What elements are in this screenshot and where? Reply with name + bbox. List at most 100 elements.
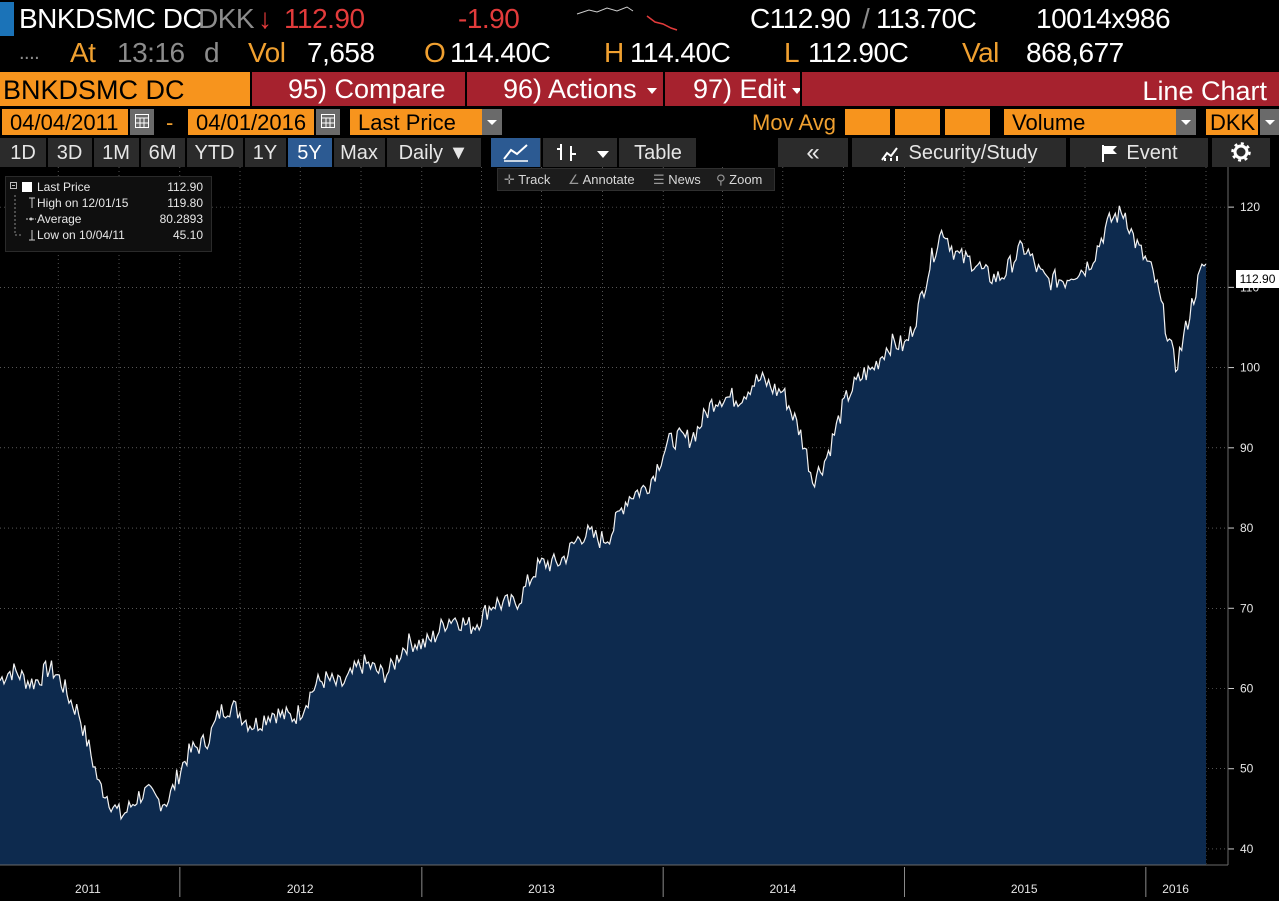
legend-label: Last Price [37,180,91,194]
range-1d-button[interactable]: 1D [10,142,36,164]
range-1m-button[interactable]: 1M [102,142,130,164]
period-select[interactable]: Daily ▼ [398,142,469,164]
mov-avg-period-1[interactable] [845,109,890,135]
toolbar-divider [1208,138,1212,167]
mov-avg-period-2[interactable] [895,109,940,135]
legend-value: 80.2893 [159,212,203,226]
toolbar-divider [617,138,619,167]
vol-label: Vol [248,37,286,68]
menu-divider [663,72,665,106]
calendar-icon[interactable] [316,109,340,135]
legend-label: Average [37,212,82,226]
toolbar-divider [1066,138,1070,167]
collapse-button[interactable]: « [806,139,820,166]
net-change: -1.90 [458,3,520,34]
val-label: Val [962,37,999,68]
zoom-tool[interactable]: ⚲ Zoom [716,169,762,190]
toolbar-divider [185,138,187,167]
legend-value: 112.90 [167,180,203,194]
flag-icon [1102,145,1118,162]
news-icon: ☰ [653,172,665,187]
range-max-button[interactable]: Max [340,142,378,164]
x-tick-label: 2011 [75,882,101,896]
range-3d-button[interactable]: 3D [56,142,83,164]
compare-menu[interactable]: 95) Compare [288,74,446,104]
chevron-down-icon[interactable] [1260,109,1279,135]
study-chart-icon [880,147,898,161]
event-button[interactable]: Event [1070,138,1208,167]
bar-chart-icon[interactable] [544,138,588,167]
price-field-select[interactable]: Last Price [350,109,482,135]
legend-label: High on 12/01/15 [37,196,129,210]
y-tick-label: 40 [1240,842,1254,856]
toolbar-divider [848,138,852,167]
line-chart-icon[interactable] [491,138,540,167]
high-value: 114.40C [630,37,731,68]
bid-ask-size: 10014x986 [1036,3,1171,34]
price-chart-svg[interactable]: 2011 2012 2013 2014 2015 2016 40 50 60 70 80 90 100… [0,167,1279,901]
y-tick-label: 100 [1240,361,1260,375]
sparkline-icon [576,6,678,31]
date-range-dash: - [166,110,174,135]
zoom-icon: ⚲ [716,172,726,187]
security-study-label: Security/Study [908,142,1038,164]
down-arrow-icon: ↓ [258,3,272,34]
edit-menu[interactable]: 97) Edit [693,72,803,106]
range-1y-button[interactable]: 1Y [252,142,278,164]
ticker-marker [0,2,14,36]
actions-menu[interactable]: 96) Actions [503,72,657,106]
end-date-field[interactable]: 04/01/2016 [188,109,314,135]
high-label: H [604,37,624,68]
currency-select[interactable]: DKK [1206,109,1258,135]
ask-price: 113.70C [876,3,977,34]
security-study-button[interactable]: Security/Study [852,138,1066,167]
price-chart[interactable]: 2011 2012 2013 2014 2015 2016 40 50 60 70 80 90 100… [0,167,1279,901]
legend-row-last-price: Last Price 112.90 [6,179,211,195]
chart-legend[interactable]: Last Price 112.90 High on 12/01/15 119.8… [5,176,212,252]
low-label: L [784,37,800,68]
x-tick-label: 2014 [769,882,796,896]
table-button[interactable]: Table [634,142,682,164]
y-tick-label: 60 [1240,681,1254,695]
x-tick-label: 2012 [287,882,314,896]
menu-divider [465,72,467,106]
toolbar-divider [541,138,543,167]
low-marker-icon [14,227,35,241]
legend-row-average: Average 80.2893 [6,211,211,227]
legend-row-low: Low on 10/04/11 45.10 [6,227,211,243]
annotate-label: Annotate [582,172,635,187]
pencil-icon: ∠ [568,172,580,187]
at-label: At [70,37,96,68]
time-suffix: d [204,37,220,68]
calendar-icon[interactable] [130,109,154,135]
gear-icon[interactable] [1212,138,1270,167]
chevron-down-icon[interactable] [590,138,616,167]
chevron-down-icon[interactable] [1176,109,1196,135]
low-value: 112.90C [808,37,909,68]
ticker-symbol[interactable]: BNKDSMC DC [19,3,203,34]
legend-row-high: High on 12/01/15 119.80 [6,195,211,211]
start-date-field[interactable]: 04/04/2011 [2,109,128,135]
y-tick-label: 80 [1240,521,1254,535]
x-axis-band [0,865,1279,901]
track-tool[interactable]: ✛ Track [504,169,550,190]
ticker-currency: DKK [198,3,255,34]
mov-avg-period-3[interactable] [945,109,990,135]
mov-avg-label: Mov Avg [752,110,836,135]
chevron-down-icon[interactable] [482,109,502,135]
legend-value: 119.80 [167,196,203,210]
lower-study-select[interactable]: Volume [1004,109,1176,135]
actions-menu-label: 96) Actions [503,74,637,104]
y-tick-label: 90 [1240,441,1254,455]
range-ytd-button[interactable]: YTD [194,142,235,164]
menu-divider [250,72,252,106]
open-value: 114.40C [450,37,551,68]
annotate-tool[interactable]: ∠ Annotate [568,169,635,190]
value-traded: 868,677 [1026,37,1124,68]
last-price: 112.90 [284,3,365,34]
range-6m-button[interactable]: 6M [148,142,177,164]
news-tool[interactable]: ☰ News [653,169,701,190]
security-field[interactable]: BNKDSMC DC Equity [0,72,250,141]
range-5y-button[interactable]: 5Y [287,138,332,167]
legend-value: 45.10 [172,228,203,242]
